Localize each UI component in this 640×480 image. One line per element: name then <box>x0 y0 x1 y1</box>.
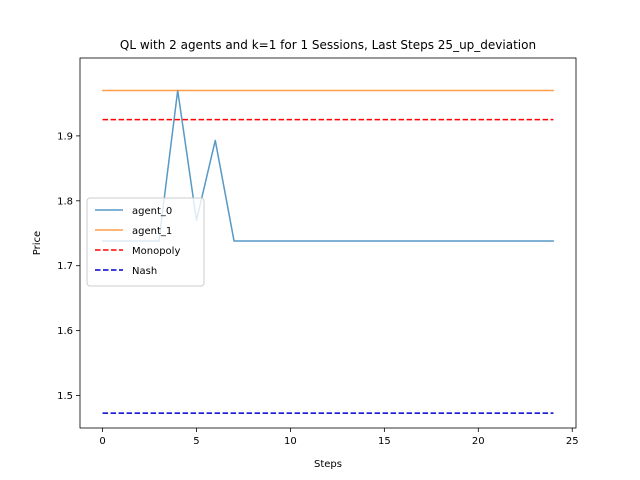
x-tick-label: 15 <box>378 436 391 447</box>
x-tick-label: 5 <box>193 436 199 447</box>
legend-box <box>86 197 205 287</box>
legend: agent_0 agent_1 Monopoly Nash <box>86 197 205 287</box>
y-tick-label: 1.8 <box>57 196 73 207</box>
series-layer <box>101 89 555 414</box>
legend-label: agent_0 <box>132 206 172 217</box>
y-tick-label: 1.6 <box>57 326 73 337</box>
x-axis-label: Steps <box>314 459 342 470</box>
x-tick-label: 10 <box>284 436 297 447</box>
x-tick-label: 0 <box>99 436 105 447</box>
legend-label: Monopoly <box>132 246 180 257</box>
legend-label: agent_1 <box>132 226 172 237</box>
x-tick-label: 20 <box>472 436 485 447</box>
legend-items: agent_0 agent_1 Monopoly Nash <box>95 206 180 277</box>
x-tick-label: 25 <box>566 436 579 447</box>
y-tick-label: 1.7 <box>57 261 73 272</box>
x-axis: 0 5 10 15 20 25 <box>99 428 579 447</box>
y-tick-label: 1.5 <box>57 391 73 402</box>
y-tick-label: 1.9 <box>57 131 73 142</box>
y-axis: 1.5 1.6 1.7 1.8 1.9 <box>57 131 80 402</box>
chart-title: QL with 2 agents and k=1 for 1 Sessions,… <box>120 38 536 52</box>
y-axis-label: Price <box>32 231 43 255</box>
plot-area-frame <box>79 57 577 429</box>
legend-label: Nash <box>132 266 157 277</box>
